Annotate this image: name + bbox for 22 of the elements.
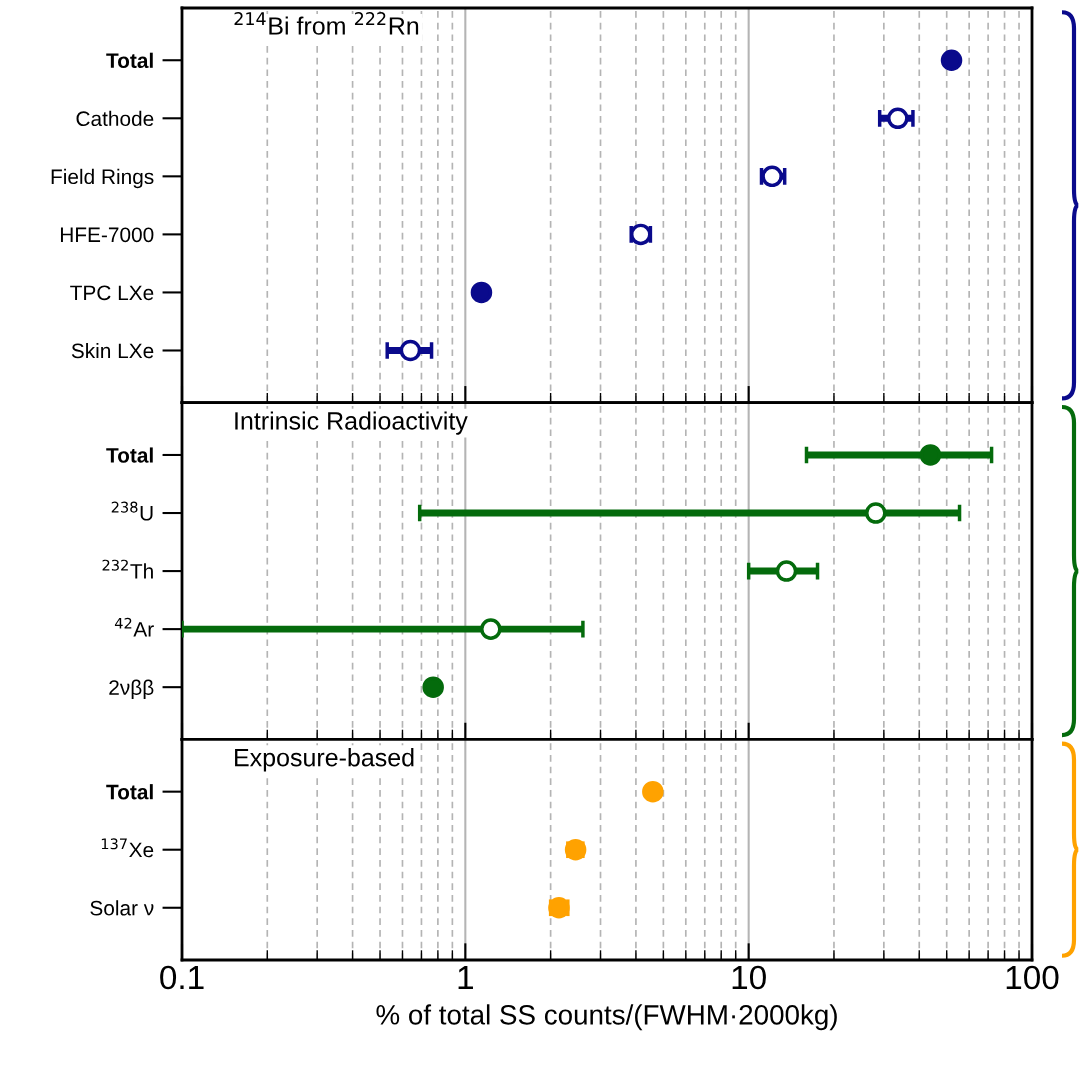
- y-tick-label: $^{42}$Ar: [114, 617, 154, 637]
- y-tick-label: Total: [106, 52, 153, 68]
- y-tick-label: Skin LXe: [71, 342, 154, 359]
- x-tick-label: 0.1: [160, 965, 204, 990]
- y-tick-label: $^{137}$Xe: [101, 838, 154, 858]
- x-tick-label: 10: [732, 965, 766, 990]
- y-tick-label: $^{238}$U: [111, 501, 153, 521]
- y-tick-label: Total: [106, 447, 153, 463]
- chart-title: Intrinsic Radioactivity: [235, 411, 468, 435]
- chart-title: $^{214}$Bi from $^{222}$Rn: [234, 12, 419, 35]
- chart-title: Exposure-based: [235, 748, 414, 772]
- y-tick-label: Cathode: [76, 110, 154, 127]
- y-tick-label: Solar ν: [90, 900, 154, 916]
- y-tick-label: 2νββ: [109, 679, 154, 700]
- y-tick-label: Total: [106, 784, 153, 800]
- x-axis-title: % of total SS counts/(FWHM·2000kg): [376, 1004, 837, 1031]
- y-tick-label: TPC LXe: [70, 285, 154, 301]
- x-tick-label: 1: [458, 966, 473, 990]
- y-tick-label: $^{232}$Th: [102, 559, 153, 579]
- x-tick-label: 100: [1006, 965, 1059, 990]
- y-tick-label: HFE-7000: [60, 227, 154, 243]
- y-tick-label: Field Rings: [51, 168, 154, 189]
